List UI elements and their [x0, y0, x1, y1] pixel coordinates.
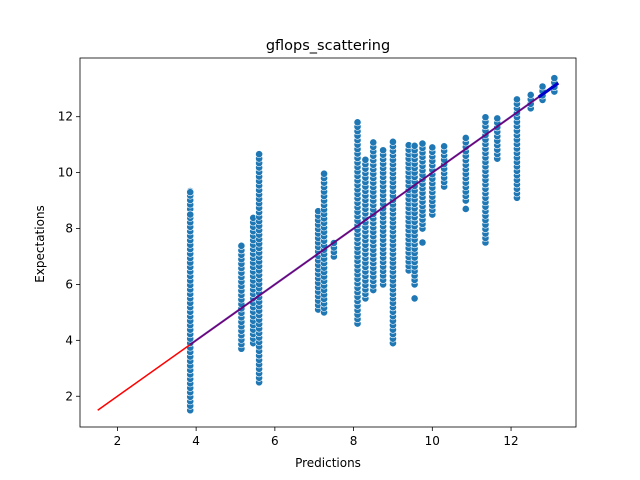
point-column — [389, 137, 397, 348]
scatter-point — [538, 82, 547, 91]
scatter-point — [410, 294, 419, 303]
fit-line-end — [537, 81, 560, 99]
y-tick-label: 4 — [65, 333, 73, 347]
plot-area — [97, 74, 560, 415]
point-column — [418, 139, 427, 247]
point-column — [361, 155, 370, 303]
scatter-point — [418, 139, 427, 148]
y-tick-label: 10 — [58, 166, 73, 180]
axes: 2 4 6 8 10 12 2 4 6 8 10 12 — [58, 57, 577, 448]
scatter-point — [418, 238, 427, 247]
scatter-point — [353, 118, 362, 127]
point-column — [513, 95, 521, 202]
point-column — [493, 114, 502, 163]
point-column — [369, 138, 378, 294]
scatter-point — [428, 143, 437, 152]
point-column — [379, 146, 388, 289]
scatter-point — [550, 74, 559, 83]
scatter-point — [461, 205, 470, 213]
y-tick-label: 2 — [65, 389, 73, 403]
scatter-point — [255, 150, 264, 159]
point-column — [186, 187, 195, 415]
y-tick-label: 12 — [58, 110, 73, 124]
x-tick-label: 12 — [503, 434, 518, 448]
x-tick-label: 10 — [425, 434, 440, 448]
plot-frame — [79, 57, 577, 428]
point-column — [538, 82, 547, 104]
scatter-point — [440, 142, 449, 151]
scatter-point — [237, 241, 246, 250]
x-axis-label: Predictions — [295, 456, 361, 470]
y-tick-label: 6 — [65, 277, 73, 291]
scatter-point — [186, 188, 195, 197]
x-tick-label: 6 — [271, 434, 279, 448]
point-column — [314, 207, 323, 314]
point-column — [440, 142, 449, 191]
x-tick-label: 8 — [350, 434, 358, 448]
scatter-point — [361, 155, 370, 164]
fit-line — [189, 82, 559, 346]
point-column — [481, 113, 490, 247]
point-column — [410, 141, 419, 303]
x-tick-label: 2 — [114, 434, 122, 448]
point-column — [428, 143, 437, 219]
x-tick-label: 4 — [192, 434, 200, 448]
y-tick-label: 8 — [65, 222, 73, 236]
point-column — [237, 241, 246, 353]
scatter-point — [461, 134, 470, 142]
scatter-point — [320, 169, 328, 178]
chart-title: gflops_scattering — [266, 38, 390, 54]
scatter-point — [389, 137, 397, 146]
scatter-point — [186, 210, 195, 219]
scatter-point — [493, 114, 502, 123]
scatter-point — [481, 113, 490, 122]
point-column — [255, 150, 264, 387]
point-column — [320, 169, 328, 317]
scatter-point — [526, 91, 535, 99]
scatter-point — [369, 138, 378, 147]
scatter-point — [379, 146, 388, 155]
scatter-point — [513, 95, 521, 104]
scatter-point — [410, 141, 419, 150]
y-axis-label: Expectations — [33, 205, 47, 283]
